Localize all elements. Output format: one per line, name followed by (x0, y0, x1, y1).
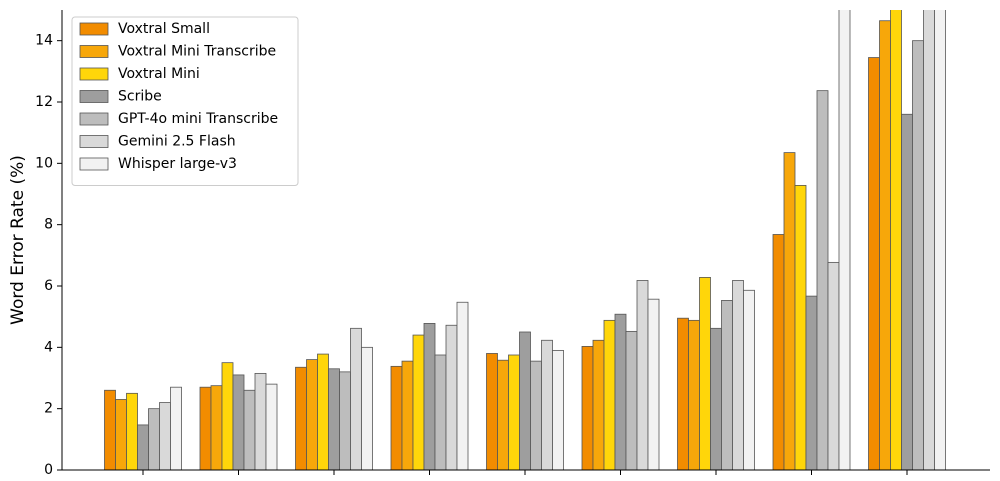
bars (104, 10, 946, 470)
bar (423, 323, 436, 470)
bar (732, 280, 744, 470)
bar (647, 298, 660, 470)
bar (923, 10, 935, 470)
bar (530, 360, 542, 470)
bar (912, 40, 924, 470)
bar (838, 10, 851, 470)
bar (721, 300, 733, 470)
y-tick-label: 0 (44, 462, 53, 477)
y-tick-label: 14 (35, 33, 53, 49)
bar (104, 389, 116, 470)
bar (581, 346, 594, 470)
bar (401, 360, 414, 470)
bar (265, 383, 278, 470)
bar (497, 359, 509, 470)
legend-swatch (79, 90, 109, 103)
bar (221, 362, 234, 470)
bar (816, 90, 829, 470)
y-tick-label: 4 (44, 339, 53, 355)
bar (361, 346, 373, 470)
legend-swatch (79, 135, 109, 148)
legend-box (71, 16, 299, 186)
legend-label: Voxtral Mini (118, 66, 200, 82)
bar (677, 317, 689, 470)
bar (552, 349, 564, 470)
y-tick-label: 10 (35, 155, 53, 171)
bar (412, 334, 425, 470)
bar (879, 20, 891, 470)
bar (805, 295, 818, 470)
bar (390, 365, 403, 470)
bar (890, 10, 902, 470)
bar (486, 353, 498, 470)
bar (710, 327, 722, 470)
legend-label: Voxtral Small (118, 21, 210, 37)
legend-label: GPT-4o mini Transcribe (118, 111, 278, 127)
bar (126, 392, 138, 470)
y-tick-label: 8 (44, 217, 53, 233)
bar (306, 359, 318, 470)
bar (317, 353, 329, 470)
bar (794, 185, 807, 470)
bar (254, 372, 267, 470)
legend-label: Voxtral Mini Transcribe (118, 44, 276, 60)
legend-label: Scribe (118, 89, 162, 105)
bar (743, 289, 755, 470)
legend-swatch (79, 22, 109, 36)
bar (772, 234, 785, 470)
bar (210, 385, 223, 470)
bar (137, 424, 149, 470)
bar (603, 319, 616, 470)
y-tick-label: 12 (35, 94, 53, 110)
bar (592, 339, 605, 470)
bar (350, 327, 362, 470)
bar (243, 389, 256, 470)
bar (868, 57, 880, 470)
bar (541, 339, 553, 470)
legend-swatch (79, 67, 109, 81)
bar (519, 331, 531, 470)
y-tick-label: 2 (44, 401, 53, 417)
bar (115, 399, 127, 470)
bar (508, 354, 520, 470)
bar (199, 386, 212, 470)
bar (295, 366, 307, 470)
bar (934, 10, 946, 470)
bar (445, 324, 458, 470)
bar (148, 408, 160, 470)
bar (159, 402, 171, 470)
y-tick-label: 6 (44, 278, 53, 294)
legend-swatch (79, 45, 109, 58)
bar (688, 319, 700, 470)
bar (339, 371, 351, 470)
bar (625, 330, 638, 470)
bar (232, 374, 245, 470)
bar (170, 386, 182, 470)
bar (783, 152, 796, 470)
bar (699, 277, 711, 470)
bar (328, 368, 340, 470)
bar (434, 354, 447, 470)
bar (901, 113, 913, 470)
bar (456, 301, 469, 470)
legend-swatch (79, 157, 109, 171)
y-axis-label: Word Error Rate (%) (8, 155, 28, 325)
bar (827, 261, 840, 470)
bar (636, 280, 649, 470)
bar (614, 313, 627, 470)
legend-swatch (79, 112, 109, 126)
legend-label: Whisper large-v3 (118, 156, 237, 172)
legend-label: Gemini 2.5 Flash (118, 134, 236, 150)
